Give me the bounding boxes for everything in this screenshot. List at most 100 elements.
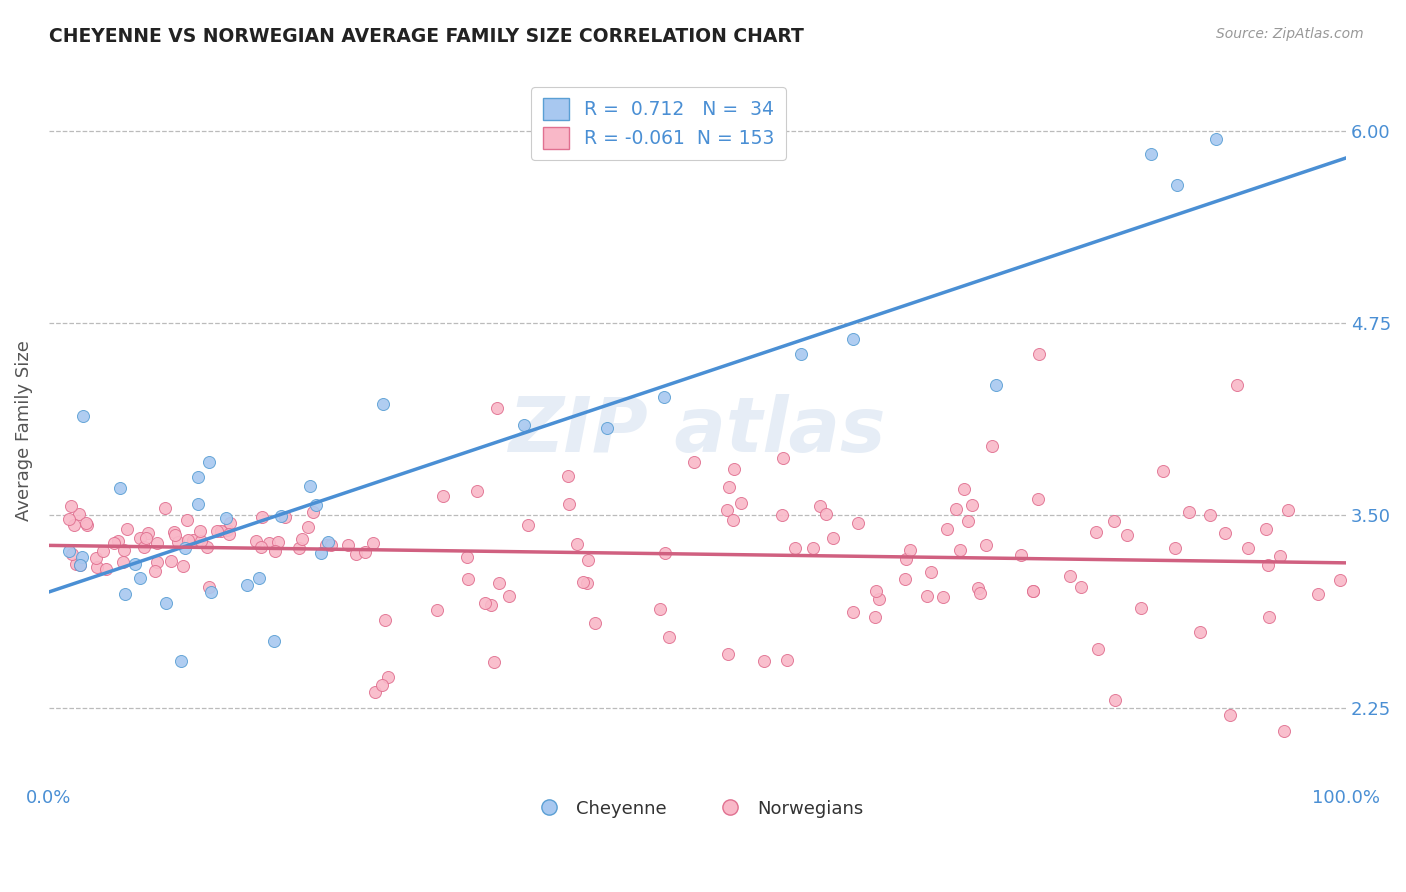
Legend: Cheyenne, Norwegians: Cheyenne, Norwegians (524, 792, 870, 825)
Point (377, 670, 399, 684)
Point (1085, 524, 1108, 539)
Point (190, 533, 212, 548)
Point (650, 601, 672, 615)
Point (270, 508, 292, 523)
Point (1226, 377, 1249, 392)
Point (1178, 504, 1201, 518)
Point (654, 390, 676, 404)
Point (215, 523, 238, 537)
Point (1189, 625, 1212, 640)
Point (571, 575, 593, 590)
Point (1166, 178, 1188, 192)
Point (1070, 580, 1092, 594)
Point (170, 655, 193, 669)
Point (865, 583, 887, 598)
Point (60, 499, 83, 513)
Point (457, 573, 479, 587)
Point (107, 533, 129, 548)
Point (143, 564, 166, 578)
Point (426, 603, 449, 617)
Point (297, 520, 319, 534)
Point (114, 587, 136, 601)
Point (361, 536, 384, 550)
Point (465, 484, 488, 499)
Y-axis label: Average Family Size: Average Family Size (15, 341, 32, 521)
Point (108, 481, 131, 495)
Point (716, 503, 738, 517)
Point (785, 541, 807, 555)
Point (1152, 464, 1174, 478)
Point (187, 470, 209, 484)
Point (69, 558, 91, 572)
Point (94, 561, 117, 575)
Point (898, 542, 921, 557)
Point (1010, 548, 1032, 562)
Point (72, 409, 94, 423)
Point (815, 507, 838, 521)
Point (1026, 491, 1049, 506)
Point (801, 541, 824, 555)
Point (76, 518, 98, 533)
Point (960, 499, 983, 513)
Point (596, 421, 619, 435)
Point (160, 554, 183, 568)
Point (218, 527, 240, 541)
Point (302, 505, 325, 519)
Point (953, 483, 976, 497)
Point (176, 513, 198, 527)
Point (134, 540, 156, 554)
Point (75, 516, 97, 530)
Point (1205, 132, 1227, 146)
Point (969, 585, 991, 599)
Point (654, 546, 676, 560)
Point (1257, 558, 1279, 573)
Point (966, 582, 988, 596)
Text: Source: ZipAtlas.com: Source: ZipAtlas.com (1216, 27, 1364, 41)
Point (498, 589, 520, 603)
Point (894, 551, 917, 566)
Point (117, 522, 139, 536)
Point (344, 547, 367, 561)
Point (58, 512, 80, 526)
Point (456, 550, 478, 565)
Point (1306, 587, 1329, 601)
Point (974, 538, 997, 552)
Point (287, 541, 309, 556)
Point (869, 591, 891, 606)
Point (721, 512, 744, 526)
Point (893, 573, 915, 587)
Point (250, 510, 273, 524)
Point (848, 516, 870, 530)
Point (321, 538, 343, 552)
Point (557, 469, 579, 483)
Point (567, 537, 589, 551)
Point (364, 685, 387, 699)
Point (956, 514, 979, 528)
Point (316, 535, 339, 549)
Point (214, 511, 236, 525)
Point (575, 576, 598, 591)
Point (1163, 541, 1185, 555)
Point (145, 555, 167, 569)
Point (842, 332, 865, 346)
Point (124, 557, 146, 571)
Point (354, 545, 377, 559)
Point (112, 542, 135, 557)
Point (1272, 723, 1295, 738)
Point (165, 528, 187, 542)
Point (949, 542, 972, 557)
Point (84, 551, 107, 566)
Point (63, 518, 86, 533)
Point (250, 540, 273, 554)
Point (936, 522, 959, 536)
Point (1268, 549, 1291, 563)
Point (1257, 609, 1279, 624)
Point (263, 634, 285, 648)
Point (1140, 147, 1163, 161)
Point (247, 571, 270, 585)
Point (576, 553, 599, 567)
Point (1104, 693, 1126, 707)
Point (136, 526, 159, 541)
Point (291, 533, 314, 547)
Point (153, 501, 176, 516)
